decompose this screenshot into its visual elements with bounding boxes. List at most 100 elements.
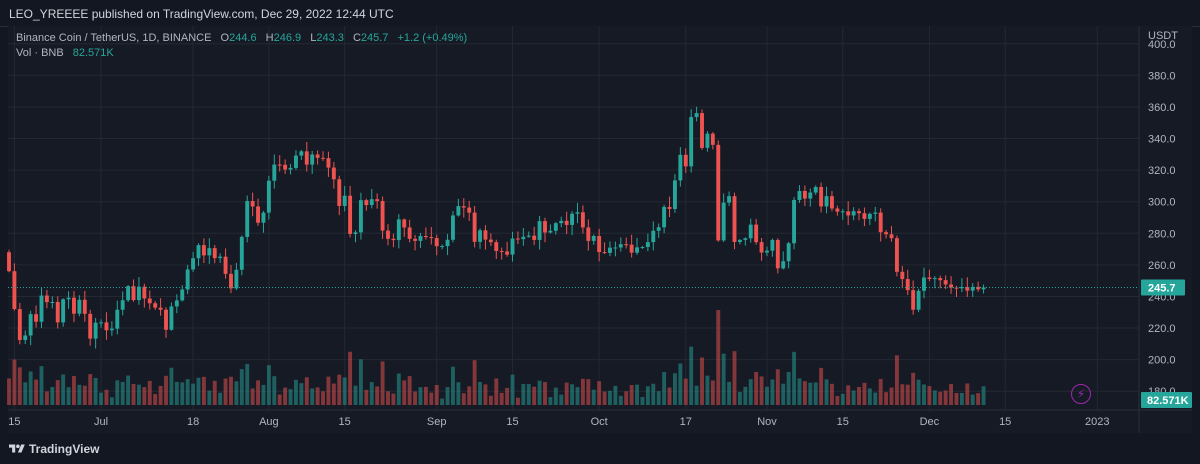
volume-bar: [727, 381, 732, 405]
candle: [667, 206, 672, 209]
volume-bar: [358, 359, 363, 405]
candle: [413, 238, 418, 241]
chart-pane[interactable]: [8, 26, 1192, 433]
candle: [672, 180, 677, 209]
candle: [131, 286, 136, 301]
volume-bar: [629, 385, 634, 405]
x-tick-label: Oct: [591, 416, 608, 428]
volume-tag: [1141, 392, 1192, 408]
volume-bar: [488, 395, 493, 405]
candle: [386, 230, 390, 239]
candle: [142, 286, 147, 299]
y-tick-label: 220.0: [1148, 323, 1176, 335]
volume-bar: [808, 382, 813, 405]
candle: [212, 248, 217, 259]
candle: [326, 158, 331, 168]
candle: [61, 299, 66, 323]
volume-bar: [445, 387, 450, 405]
candle: [959, 286, 964, 289]
candle: [348, 195, 353, 234]
candle: [889, 234, 894, 239]
y-tick-label: 340.0: [1148, 134, 1176, 146]
candle: [185, 269, 190, 290]
volume-bar: [927, 386, 932, 405]
candle: [716, 144, 721, 241]
candle: [82, 299, 87, 314]
volume-bar: [115, 380, 120, 405]
volume-bar: [683, 378, 688, 405]
volume-bar: [905, 384, 910, 405]
candle: [277, 164, 282, 166]
volume-bar: [602, 391, 607, 405]
candle: [201, 245, 206, 256]
volume-bar: [478, 381, 482, 405]
y-tick-label: 360.0: [1148, 102, 1176, 114]
candle: [732, 196, 737, 242]
lightning-bolt-icon[interactable]: ⚡: [1071, 384, 1091, 404]
candle: [553, 223, 558, 231]
candle: [689, 117, 694, 167]
volume-bar: [862, 382, 867, 405]
chart-legend: Binance Coin / TetherUS, 1D, BINANCE O24…: [16, 31, 467, 61]
candle: [337, 179, 342, 206]
candle: [256, 206, 260, 223]
volume-bar: [846, 385, 851, 405]
volume-bar: [153, 394, 158, 405]
candle: [120, 300, 125, 310]
volume-bar: [559, 394, 564, 405]
candle: [943, 280, 948, 285]
volume-bar: [613, 385, 618, 405]
volume-bar: [965, 383, 970, 405]
candle: [808, 192, 813, 199]
candle: [775, 239, 780, 269]
volume-bar: [456, 382, 461, 405]
candle: [911, 290, 916, 310]
x-tick-label: Aug: [259, 416, 279, 428]
volume-bar: [158, 385, 163, 405]
legend-close-value: 245.7: [360, 32, 389, 44]
x-tick-label: 15: [837, 416, 849, 428]
volume-bar: [532, 386, 537, 405]
candle: [294, 155, 298, 168]
candle: [207, 248, 212, 256]
volume-bar: [120, 381, 125, 405]
candle: [483, 230, 488, 240]
volume-bar: [672, 373, 677, 405]
candle: [499, 250, 504, 252]
volume-bar: [851, 390, 856, 405]
volume-bar: [553, 387, 558, 405]
volume-bar: [748, 379, 753, 405]
volume-bar: [694, 385, 699, 405]
legend-volume-row: Vol · BNB 82.571K: [16, 46, 467, 61]
y-tick-label: 300.0: [1148, 197, 1176, 209]
candle: [727, 196, 732, 203]
candle: [407, 227, 412, 239]
candle: [597, 235, 602, 253]
volume-bar: [835, 395, 840, 405]
tradingview-brand[interactable]: TradingView: [9, 442, 99, 456]
volume-bar: [88, 374, 93, 405]
last-price-tag: [1141, 279, 1185, 296]
candle: [472, 212, 477, 242]
candle: [396, 219, 401, 241]
volume-tag-label: 82.571K: [1147, 395, 1189, 407]
volume-bar: [943, 390, 948, 405]
volume-bar: [824, 379, 829, 405]
volume-bar: [700, 357, 704, 405]
volume-bar: [618, 395, 623, 405]
volume-bar: [840, 393, 845, 405]
volume-bar: [510, 374, 515, 405]
volume-bar: [256, 380, 260, 405]
volume-bar: [819, 367, 824, 405]
candle: [748, 224, 753, 239]
candle: [234, 269, 239, 289]
legend-volume-value: 82.571K: [72, 47, 114, 59]
candle: [802, 190, 807, 199]
legend-close-label: C: [352, 32, 361, 44]
volume-bar: [164, 375, 168, 405]
candle: [88, 313, 93, 339]
volume-bar: [813, 382, 818, 405]
volume-bar: [976, 393, 981, 405]
volume-bar: [272, 376, 277, 405]
